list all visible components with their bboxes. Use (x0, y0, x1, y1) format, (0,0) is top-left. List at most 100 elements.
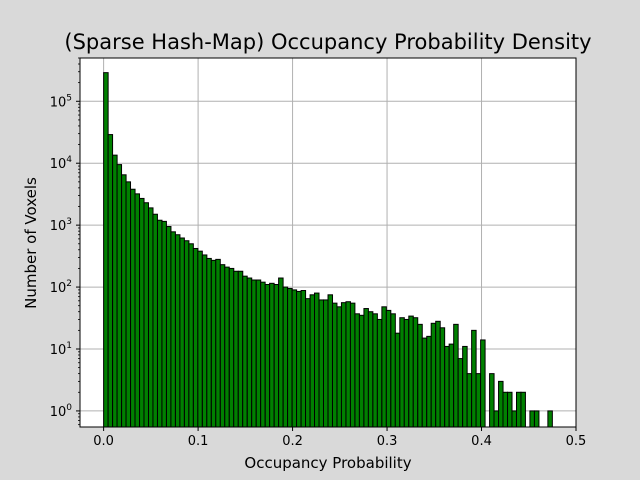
histogram-bar (336, 306, 342, 428)
histogram-bar (462, 345, 468, 428)
x-tick-label: 0.5 (566, 434, 587, 449)
histogram-bar (107, 134, 114, 428)
histogram-bar (403, 318, 410, 428)
histogram-bar (260, 281, 266, 428)
histogram-bar (242, 275, 248, 428)
histogram-bar (161, 220, 167, 428)
histogram-bar (237, 270, 244, 428)
x-tick-label: 0.0 (93, 434, 114, 449)
histogram-bar (130, 188, 136, 428)
histogram-bar (385, 309, 392, 428)
histogram-bar (192, 247, 199, 428)
histogram-bar (139, 197, 145, 428)
histogram-bar (372, 313, 378, 428)
histogram-bar (314, 292, 320, 428)
histogram-bar (148, 207, 154, 428)
histogram-bar (390, 313, 396, 428)
histogram-bar (215, 258, 221, 428)
histogram-bar (349, 302, 356, 428)
histogram-bar (381, 306, 387, 428)
histogram-bar (300, 290, 307, 428)
histogram-bar (210, 259, 217, 428)
histogram-bar (533, 410, 540, 428)
histogram-bar (394, 332, 401, 428)
histogram-bar (143, 202, 149, 428)
histogram-bar (156, 219, 163, 428)
histogram-bar (417, 323, 423, 428)
histogram-bar (412, 317, 419, 428)
histogram-bar (251, 279, 257, 428)
histogram-bar (399, 317, 405, 428)
histogram-bar (367, 311, 374, 428)
histogram-bar (502, 391, 508, 428)
histogram-bar (520, 391, 526, 428)
histogram-bar (439, 327, 446, 428)
histogram-bar (183, 240, 190, 428)
histogram-bar (322, 299, 329, 428)
histogram-bar (435, 320, 441, 428)
histogram-bar (103, 72, 109, 428)
histogram-bar (489, 373, 495, 428)
histogram-bar (340, 302, 347, 428)
histogram-bar (498, 380, 504, 428)
histogram-bar (264, 284, 271, 428)
histogram-bar (255, 279, 262, 428)
histogram-bar (165, 226, 172, 428)
chart-title: (Sparse Hash-Map) Occupancy Probability … (64, 30, 591, 54)
histogram-bar (358, 314, 365, 428)
histogram-bar (466, 373, 473, 428)
histogram-bar (453, 323, 459, 428)
histogram-bar (197, 250, 203, 428)
histogram-bar (188, 243, 194, 428)
histogram-bar (529, 410, 535, 428)
histogram-bar (246, 277, 253, 428)
histogram-bar (448, 343, 455, 428)
histogram-bar (228, 267, 235, 428)
histogram-bar (224, 266, 230, 428)
histogram-bar (327, 294, 334, 428)
histogram-bar (174, 234, 181, 428)
histogram-bar (471, 329, 477, 428)
histogram-bar (376, 318, 383, 428)
histogram-bar (112, 154, 118, 428)
histogram-bar (480, 339, 486, 428)
histogram-bar (363, 308, 369, 428)
x-tick-label: 0.3 (377, 434, 398, 449)
histogram-bar (426, 335, 432, 428)
histogram-bar (457, 358, 464, 428)
histogram-bar (269, 282, 275, 428)
histogram-bar (201, 254, 208, 428)
histogram-bar (345, 301, 351, 428)
plot-frame (79, 57, 577, 428)
histogram-bar (233, 270, 239, 428)
histogram-bar (179, 237, 185, 428)
histogram-bar (291, 289, 298, 428)
histogram-bar (287, 287, 293, 428)
histogram-bar (134, 193, 140, 428)
histogram-bar (430, 322, 437, 428)
histogram-bar (444, 345, 450, 428)
histogram-bar (547, 410, 553, 428)
histogram-bar (116, 164, 123, 428)
histogram-bar (507, 391, 513, 428)
histogram-bar (421, 337, 428, 428)
histogram-bar (170, 231, 176, 428)
histogram-bar (331, 302, 338, 428)
x-axis-label: Occupancy Probability (244, 454, 411, 472)
histogram-bar (318, 299, 325, 428)
histogram-bar (125, 181, 132, 428)
x-axis-ticks: 0.0 0.1 0.2 0.3 0.4 0.5 (93, 427, 586, 449)
x-tick-label: 0.2 (282, 434, 303, 449)
histogram-bar (206, 257, 212, 428)
histogram-bar (516, 391, 522, 428)
histogram-bar (354, 313, 360, 428)
x-tick-label: 0.4 (471, 434, 492, 449)
histogram-bar (152, 213, 158, 428)
histogram-bar (282, 286, 289, 428)
histogram-bar (511, 410, 517, 428)
histogram-bar (475, 373, 482, 428)
histogram-bar (121, 174, 127, 428)
histogram-bar (408, 315, 414, 428)
